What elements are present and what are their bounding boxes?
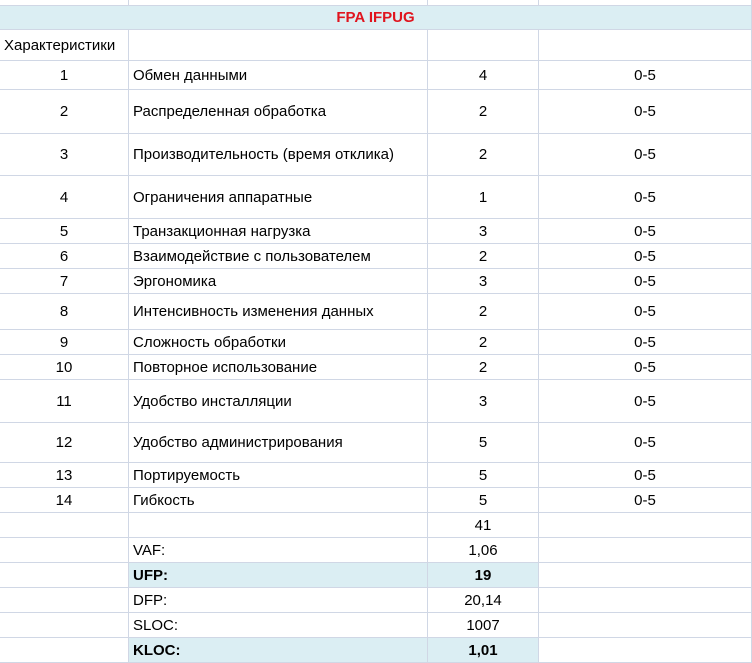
characteristic-value[interactable]: 1 <box>428 176 539 219</box>
value-range[interactable]: 0-5 <box>539 330 752 355</box>
summary-value[interactable]: 1,06 <box>428 538 539 563</box>
value-range[interactable]: 0-5 <box>539 61 752 90</box>
grid-cell-empty[interactable] <box>539 638 752 663</box>
characteristic-name[interactable]: Интенсивность изменения данных <box>129 294 428 330</box>
summary-label[interactable]: KLOC: <box>129 638 428 663</box>
grid-cell-empty[interactable] <box>539 538 752 563</box>
characteristic-name[interactable]: Транзакционная нагрузка <box>129 219 428 244</box>
characteristics-header[interactable]: Характеристики <box>0 30 129 61</box>
characteristic-name[interactable]: Удобство инсталляции <box>129 380 428 423</box>
grid-cell-empty[interactable] <box>0 588 129 613</box>
value-range[interactable]: 0-5 <box>539 90 752 134</box>
row-number[interactable]: 14 <box>0 488 129 513</box>
value-range[interactable]: 0-5 <box>539 269 752 294</box>
characteristic-name[interactable]: Повторное использование <box>129 355 428 380</box>
characteristic-value[interactable]: 2 <box>428 90 539 134</box>
grid-cell-empty[interactable] <box>129 513 428 538</box>
characteristic-value[interactable]: 2 <box>428 134 539 176</box>
characteristic-value[interactable]: 4 <box>428 61 539 90</box>
row-number[interactable]: 4 <box>0 176 129 219</box>
grid-cell-empty[interactable] <box>0 538 129 563</box>
summary-label[interactable]: SLOC: <box>129 613 428 638</box>
grid-cell-empty[interactable] <box>0 613 129 638</box>
row-number[interactable]: 13 <box>0 463 129 488</box>
grid-cell-empty[interactable] <box>0 513 129 538</box>
characteristic-value[interactable]: 2 <box>428 244 539 269</box>
characteristic-name[interactable]: Взаимодействие с пользователем <box>129 244 428 269</box>
value-range[interactable]: 0-5 <box>539 463 752 488</box>
characteristic-value[interactable]: 5 <box>428 488 539 513</box>
grid-cell-empty[interactable] <box>539 588 752 613</box>
characteristic-name[interactable]: Гибкость <box>129 488 428 513</box>
characteristic-name[interactable]: Распределенная обработка <box>129 90 428 134</box>
characteristic-value[interactable]: 5 <box>428 463 539 488</box>
value-range[interactable]: 0-5 <box>539 294 752 330</box>
characteristic-name[interactable]: Удобство администрирования <box>129 423 428 463</box>
characteristic-value[interactable]: 5 <box>428 423 539 463</box>
total-value[interactable]: 41 <box>428 513 539 538</box>
row-number[interactable]: 11 <box>0 380 129 423</box>
row-number[interactable]: 12 <box>0 423 129 463</box>
summary-value[interactable]: 19 <box>428 563 539 588</box>
row-number[interactable]: 1 <box>0 61 129 90</box>
row-number[interactable]: 8 <box>0 294 129 330</box>
value-range[interactable]: 0-5 <box>539 219 752 244</box>
grid-cell-empty[interactable] <box>129 0 428 6</box>
row-number[interactable]: 7 <box>0 269 129 294</box>
value-range[interactable]: 0-5 <box>539 380 752 423</box>
value-range[interactable]: 0-5 <box>539 423 752 463</box>
row-number[interactable]: 6 <box>0 244 129 269</box>
value-range[interactable]: 0-5 <box>539 134 752 176</box>
characteristic-value[interactable]: 3 <box>428 219 539 244</box>
grid-cell-empty[interactable] <box>539 30 752 61</box>
summary-value[interactable]: 1007 <box>428 613 539 638</box>
value-range[interactable]: 0-5 <box>539 355 752 380</box>
summary-label[interactable]: UFP: <box>129 563 428 588</box>
row-number[interactable]: 2 <box>0 90 129 134</box>
characteristic-value[interactable]: 3 <box>428 269 539 294</box>
characteristic-name[interactable]: Обмен данными <box>129 61 428 90</box>
value-range[interactable]: 0-5 <box>539 244 752 269</box>
grid-cell-empty[interactable] <box>539 563 752 588</box>
grid-cell-empty[interactable] <box>428 30 539 61</box>
grid-cell-empty[interactable] <box>129 30 428 61</box>
characteristic-name[interactable]: Эргономика <box>129 269 428 294</box>
sheet-title[interactable]: FPA IFPUG <box>0 6 752 30</box>
characteristic-value[interactable]: 2 <box>428 355 539 380</box>
characteristic-name[interactable]: Ограничения аппаратные <box>129 176 428 219</box>
characteristic-name[interactable]: Сложность обработки <box>129 330 428 355</box>
grid-cell-empty[interactable] <box>0 638 129 663</box>
characteristic-value[interactable]: 2 <box>428 330 539 355</box>
characteristic-value[interactable]: 3 <box>428 380 539 423</box>
row-number[interactable]: 10 <box>0 355 129 380</box>
characteristic-name[interactable]: Портируемость <box>129 463 428 488</box>
value-range[interactable]: 0-5 <box>539 488 752 513</box>
summary-label[interactable]: DFP: <box>129 588 428 613</box>
grid-cell-empty[interactable] <box>428 0 539 6</box>
characteristic-value[interactable]: 2 <box>428 294 539 330</box>
summary-value[interactable]: 20,14 <box>428 588 539 613</box>
grid-cell-empty[interactable] <box>539 613 752 638</box>
characteristic-name[interactable]: Производительность (время отклика) <box>129 134 428 176</box>
grid-cell-empty[interactable] <box>0 0 129 6</box>
grid-cell-empty[interactable] <box>0 563 129 588</box>
summary-value[interactable]: 1,01 <box>428 638 539 663</box>
row-number[interactable]: 9 <box>0 330 129 355</box>
summary-label[interactable]: VAF: <box>129 538 428 563</box>
value-range[interactable]: 0-5 <box>539 176 752 219</box>
grid-cell-empty[interactable] <box>539 513 752 538</box>
row-number[interactable]: 3 <box>0 134 129 176</box>
row-number[interactable]: 5 <box>0 219 129 244</box>
